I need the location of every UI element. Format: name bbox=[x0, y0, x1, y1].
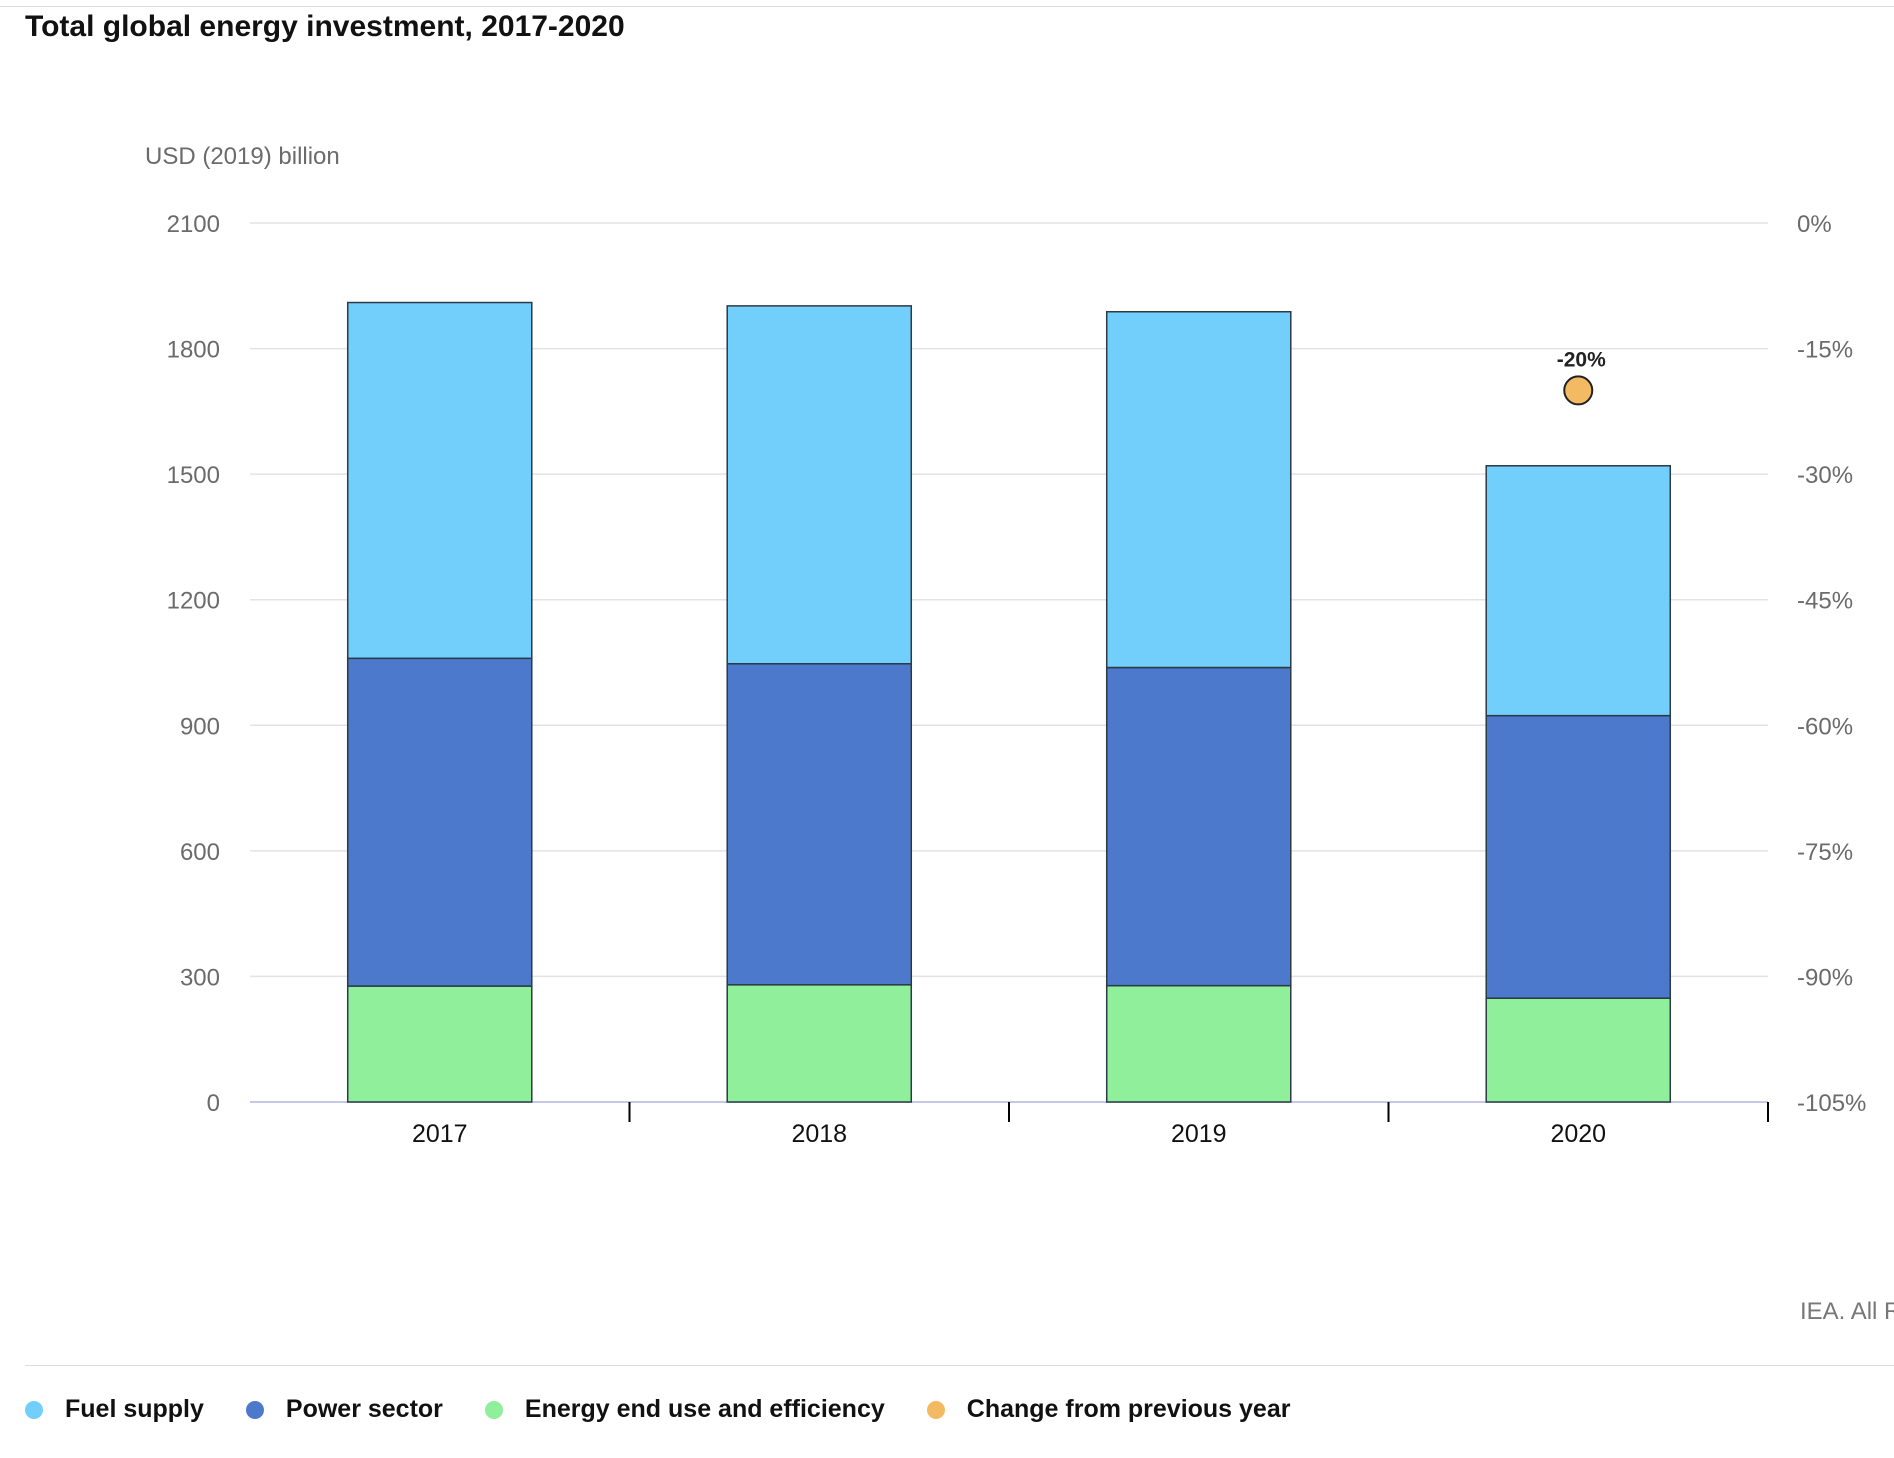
y2-tick-label: -90% bbox=[1797, 964, 1853, 991]
change-data-label: -20% bbox=[1557, 348, 1606, 371]
y-tick-label: 300 bbox=[180, 964, 220, 991]
chart-plot: USD (2019) billion 0 300 600 900 1200 1500 1800… bbox=[145, 143, 1866, 1148]
bar-segment bbox=[346, 657, 533, 987]
change-marker bbox=[1563, 375, 1594, 406]
bar-segment bbox=[726, 663, 913, 986]
bar-segment bbox=[346, 985, 533, 1103]
legend-divider bbox=[25, 1365, 1894, 1366]
bar-segment bbox=[1105, 310, 1292, 669]
y2-tick-label: -105% bbox=[1797, 1090, 1866, 1117]
legend-item-end-use[interactable]: Energy end use and efficiency bbox=[484, 1395, 885, 1424]
bar-segment bbox=[726, 984, 913, 1103]
bar-segment bbox=[346, 301, 533, 660]
top-divider bbox=[0, 6, 1894, 7]
y-axis-label: USD (2019) billion bbox=[145, 143, 340, 170]
circle-marker-icon bbox=[926, 1400, 945, 1419]
bar-segment bbox=[1105, 666, 1292, 987]
y-tick-label: 900 bbox=[180, 713, 220, 740]
y2-tick-label: -60% bbox=[1797, 713, 1853, 740]
legend-label: Power sector bbox=[285, 1395, 443, 1423]
circle-marker-icon bbox=[25, 1400, 43, 1419]
legend-label: Energy end use and efficiency bbox=[524, 1395, 885, 1423]
legend-label: Fuel supply bbox=[65, 1395, 204, 1423]
y2-tick-label: -30% bbox=[1797, 462, 1853, 489]
y-tick-label: 1500 bbox=[167, 462, 220, 489]
y-tick-label: 1800 bbox=[167, 337, 220, 364]
bar-segment bbox=[1485, 465, 1672, 717]
legend-item-fuel-supply[interactable]: Fuel supply bbox=[25, 1395, 204, 1424]
y2-tick-label: -45% bbox=[1797, 588, 1853, 615]
y2-tick-label: -75% bbox=[1797, 839, 1853, 866]
circle-marker-icon bbox=[484, 1400, 503, 1419]
legend-item-change[interactable]: Change from previous year bbox=[926, 1395, 1291, 1424]
x-tick-label: 2020 bbox=[1550, 1120, 1606, 1148]
x-tick-label: 2019 bbox=[1171, 1120, 1227, 1148]
legend: Fuel supply Power sector Energy end use … bbox=[25, 1395, 1332, 1424]
chart-title: Total global energy investment, 2017-202… bbox=[25, 10, 625, 43]
circle-marker-icon bbox=[245, 1400, 264, 1419]
y-tick-label: 0 bbox=[207, 1090, 220, 1117]
y2-tick-label: 0% bbox=[1797, 211, 1832, 238]
x-tick-label: 2017 bbox=[412, 1120, 468, 1148]
legend-label: Change from previous year bbox=[966, 1395, 1291, 1423]
x-tick-label: 2018 bbox=[791, 1120, 847, 1148]
bar-segment bbox=[1105, 984, 1292, 1103]
y-tick-label: 1200 bbox=[167, 588, 220, 615]
y-tick-label: 2100 bbox=[167, 211, 220, 238]
source-credit: IEA. All R bbox=[1800, 1298, 1894, 1325]
y2-tick-label: -15% bbox=[1797, 337, 1853, 364]
y-tick-label: 600 bbox=[180, 839, 220, 866]
bar-segment bbox=[726, 305, 913, 665]
bar-segment bbox=[1485, 997, 1672, 1103]
legend-item-power-sector[interactable]: Power sector bbox=[245, 1395, 443, 1424]
bar-segment bbox=[1485, 714, 1672, 999]
